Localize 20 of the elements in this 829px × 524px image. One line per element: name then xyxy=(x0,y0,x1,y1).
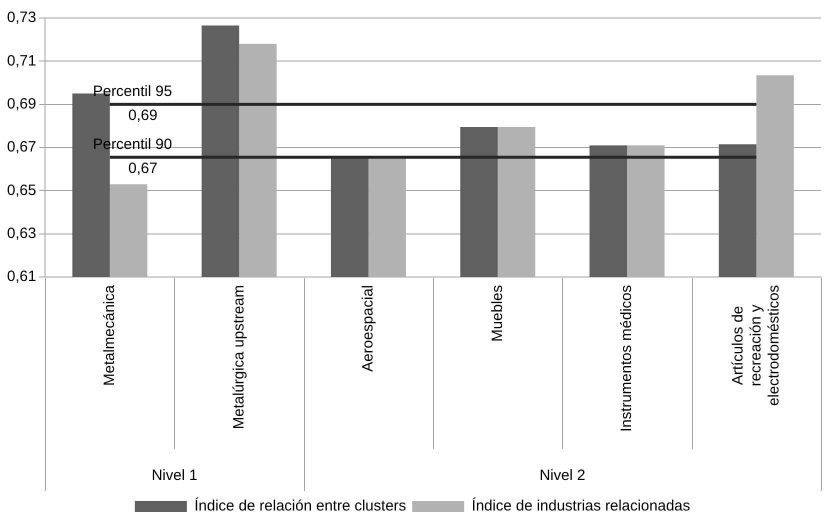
legend-label: Índice de industrias relacionadas xyxy=(472,496,690,515)
y-tick-label: 0,67 xyxy=(6,138,36,156)
text: Nivel 1 xyxy=(152,467,198,484)
x-tick-label: Aeroespacial xyxy=(360,285,377,372)
y-tick-label: 0,63 xyxy=(6,224,36,242)
text: Nivel 2 xyxy=(539,467,586,484)
legend-label: Índice de relación entre clusters xyxy=(194,496,406,515)
x-tick-label: Artículos de recreación y electrodomésticos xyxy=(729,285,782,406)
annotation: 0,67 xyxy=(128,160,158,177)
y-tick-label: 0,73 xyxy=(6,9,36,26)
y-tick-label: 0,65 xyxy=(6,182,36,199)
x-tick-label: Metalmecánica xyxy=(100,284,118,386)
annotation: 0,69 xyxy=(128,106,158,124)
x-tick-label: Muebles xyxy=(488,285,506,342)
ref-line-label: Percentil 95 xyxy=(92,82,172,100)
y-tick-label: 0,61 xyxy=(6,268,36,286)
x-tick-label: Instrumentos médicos xyxy=(618,285,636,432)
y-tick-label: 0,69 xyxy=(6,95,36,112)
y-tick-label: 0,71 xyxy=(6,52,36,70)
x-tick-label: Metalúrgica upstream xyxy=(230,285,248,430)
